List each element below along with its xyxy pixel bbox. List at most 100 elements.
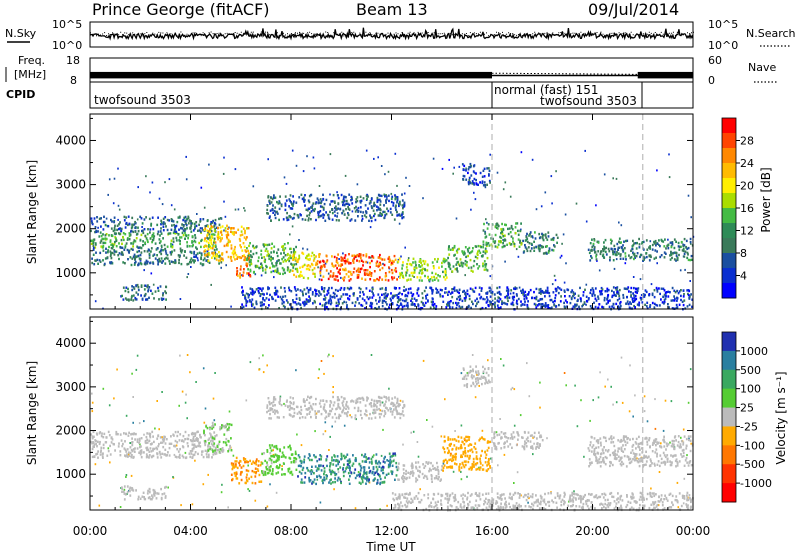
scatter-cell [343, 424, 346, 427]
range-cell [245, 250, 248, 253]
range-cell [146, 492, 149, 495]
range-cell [383, 258, 386, 261]
range-cell [539, 247, 541, 250]
scatter-cell [471, 354, 474, 356]
range-cell [394, 287, 397, 290]
range-cell [98, 442, 101, 446]
range-cell [300, 270, 302, 274]
range-cell [212, 219, 214, 223]
range-cell [330, 301, 333, 304]
scatter-cell [336, 212, 339, 215]
range-cell [641, 301, 644, 304]
range-cell [370, 303, 373, 306]
range-cell [397, 465, 399, 469]
range-cell [415, 467, 418, 470]
range-cell [328, 468, 331, 471]
range-cell [143, 288, 146, 291]
range-cell [266, 450, 269, 453]
range-cell [272, 257, 274, 260]
range-cell [291, 207, 294, 210]
scatter-cell [128, 489, 130, 492]
scatter-cell [295, 289, 297, 292]
range-cell [524, 290, 527, 294]
range-cell [583, 301, 586, 304]
freq-tick-bottom: 8 [70, 74, 77, 87]
range-cell [294, 457, 297, 460]
scatter-cell [676, 481, 679, 484]
range-cell [520, 300, 522, 303]
range-cell [130, 456, 133, 459]
range-cell [343, 195, 345, 198]
range-cell [589, 242, 592, 245]
range-cell [289, 471, 292, 475]
range-cell [520, 304, 523, 307]
scatter-cell [532, 453, 534, 456]
range-cell [282, 295, 284, 298]
range-cell [334, 480, 336, 484]
scatter-cell [660, 442, 662, 445]
scatter-cell [107, 447, 110, 450]
range-cell [680, 240, 683, 244]
range-cell [427, 462, 429, 465]
range-cell [496, 304, 499, 307]
scatter-cell [203, 206, 206, 209]
range-cell [214, 423, 216, 426]
range-cell [333, 255, 336, 259]
range-cell [212, 440, 214, 443]
range-cell [309, 211, 311, 215]
range-cell [510, 289, 513, 292]
range-cell [383, 293, 385, 296]
range-cell [648, 293, 651, 296]
range-cell [546, 245, 548, 248]
range-cell [200, 253, 203, 257]
range-cell [307, 219, 310, 222]
range-cell [233, 472, 236, 475]
range-cell [269, 446, 272, 450]
range-cell [340, 452, 343, 456]
range-cell [385, 297, 387, 300]
range-cell [411, 297, 413, 300]
range-cell [600, 290, 603, 293]
range-cell [677, 241, 680, 245]
range-cell [331, 264, 334, 267]
range-cell [159, 260, 162, 263]
range-cell [275, 459, 278, 462]
range-cell [102, 446, 105, 450]
range-cell [656, 288, 659, 291]
range-cell [109, 250, 112, 253]
range-cell [318, 294, 320, 297]
range-cell [542, 245, 545, 249]
range-cell [128, 232, 131, 235]
range-cell [656, 304, 659, 307]
range-cell [547, 249, 550, 253]
range-cell [417, 474, 420, 477]
range-cell [423, 262, 426, 265]
range-cell [214, 244, 217, 247]
range-cell [98, 259, 101, 262]
range-cell [299, 274, 302, 277]
range-cell [334, 288, 337, 292]
range-cell [226, 237, 229, 240]
range-cell [271, 473, 274, 476]
range-cell [320, 265, 323, 268]
range-cell [617, 291, 620, 295]
range-cell [262, 473, 265, 477]
range-cell [401, 293, 403, 296]
range-cell [202, 455, 205, 459]
range-cell [453, 289, 456, 292]
range-cell [314, 301, 316, 304]
range-cell [410, 291, 413, 294]
range-cell [146, 432, 149, 435]
range-cell [368, 471, 371, 474]
scatter-cell [502, 188, 505, 191]
range-cell [309, 470, 312, 473]
range-cell [288, 467, 291, 470]
range-cell [677, 245, 680, 248]
range-cell [216, 255, 219, 258]
range-cell [300, 193, 303, 196]
range-cell [322, 481, 324, 485]
range-cell [184, 237, 186, 240]
range-cell [437, 472, 440, 476]
scatter-cell [484, 230, 486, 233]
